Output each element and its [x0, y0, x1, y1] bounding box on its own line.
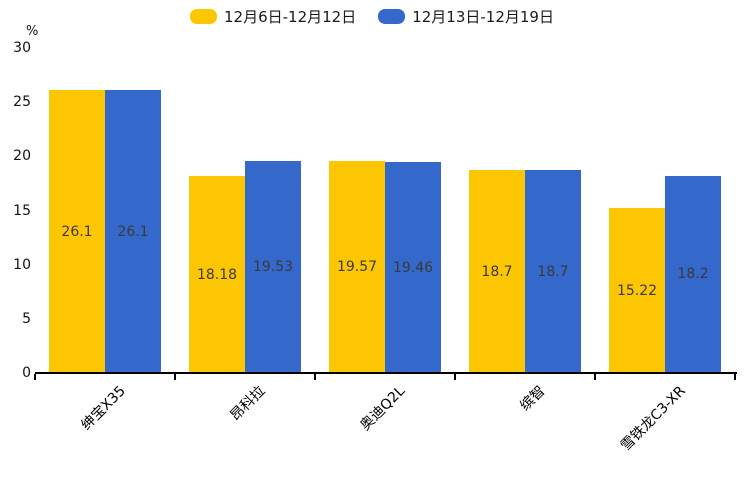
bar-value-label: 18.7 [537, 263, 569, 280]
x-category-label: 奥迪Q2L [357, 383, 409, 434]
y-tick-label: 5 [22, 310, 31, 327]
x-category-label: 绅宝X35 [77, 383, 129, 434]
y-tick-label: 10 [13, 256, 31, 273]
bar-value-label: 26.1 [61, 223, 93, 240]
bar-value-label: 15.22 [616, 282, 658, 299]
y-tick-label: 30 [13, 40, 31, 56]
legend-label: 12月6日-12月12日 [224, 8, 357, 26]
legend-label: 12月13日-12月19日 [412, 8, 554, 26]
bar-series-0-cat-2: 19.57 [329, 160, 385, 373]
x-tick-mark [34, 374, 36, 380]
x-tick-mark [314, 374, 316, 380]
x-category-label: 缤智 [517, 383, 549, 415]
y-tick-label: 25 [13, 94, 31, 111]
bar-series-0-cat-3: 18.7 [469, 170, 525, 373]
x-axis-line [35, 372, 737, 374]
bar-value-label: 18.7 [481, 263, 513, 280]
chart-legend: 12月6日-12月12日 12月13日-12月19日 [0, 6, 744, 27]
x-tick-mark [174, 374, 176, 380]
bar-value-label: 26.1 [117, 223, 149, 240]
legend-item-series-1: 12月13日-12月19日 [378, 6, 554, 27]
bar-value-label: 18.2 [677, 266, 709, 283]
bar-series-0-cat-4: 15.22 [609, 208, 665, 373]
x-tick-mark [454, 374, 456, 380]
y-tick-label: 20 [13, 148, 31, 165]
bar-series-0-cat-1: 18.18 [189, 176, 245, 373]
x-category-label: 昂科拉 [227, 383, 269, 425]
legend-item-series-0: 12月6日-12月12日 [190, 6, 356, 27]
y-tick-label: 0 [22, 365, 31, 381]
bar-value-label: 19.46 [392, 259, 434, 276]
bar-series-1-cat-3: 18.7 [525, 170, 581, 373]
x-tick-mark [734, 374, 736, 380]
x-tick-mark [594, 374, 596, 380]
bar-series-1-cat-2: 19.46 [385, 162, 441, 373]
bar-value-label: 19.53 [252, 259, 294, 276]
y-tick-label: 15 [13, 202, 31, 219]
bar-value-label: 19.57 [336, 258, 378, 275]
bar-series-1-cat-0: 26.1 [105, 90, 161, 373]
bar-value-label: 18.18 [196, 266, 238, 283]
legend-swatch [378, 9, 406, 24]
bar-series-1-cat-1: 19.53 [245, 161, 301, 373]
y-axis-unit-label: % [26, 24, 39, 39]
bar-series-0-cat-0: 26.1 [49, 90, 105, 373]
x-category-label: 雪铁龙C3-XR [617, 383, 689, 455]
bar-series-1-cat-4: 18.2 [665, 175, 721, 373]
legend-swatch [190, 9, 217, 24]
